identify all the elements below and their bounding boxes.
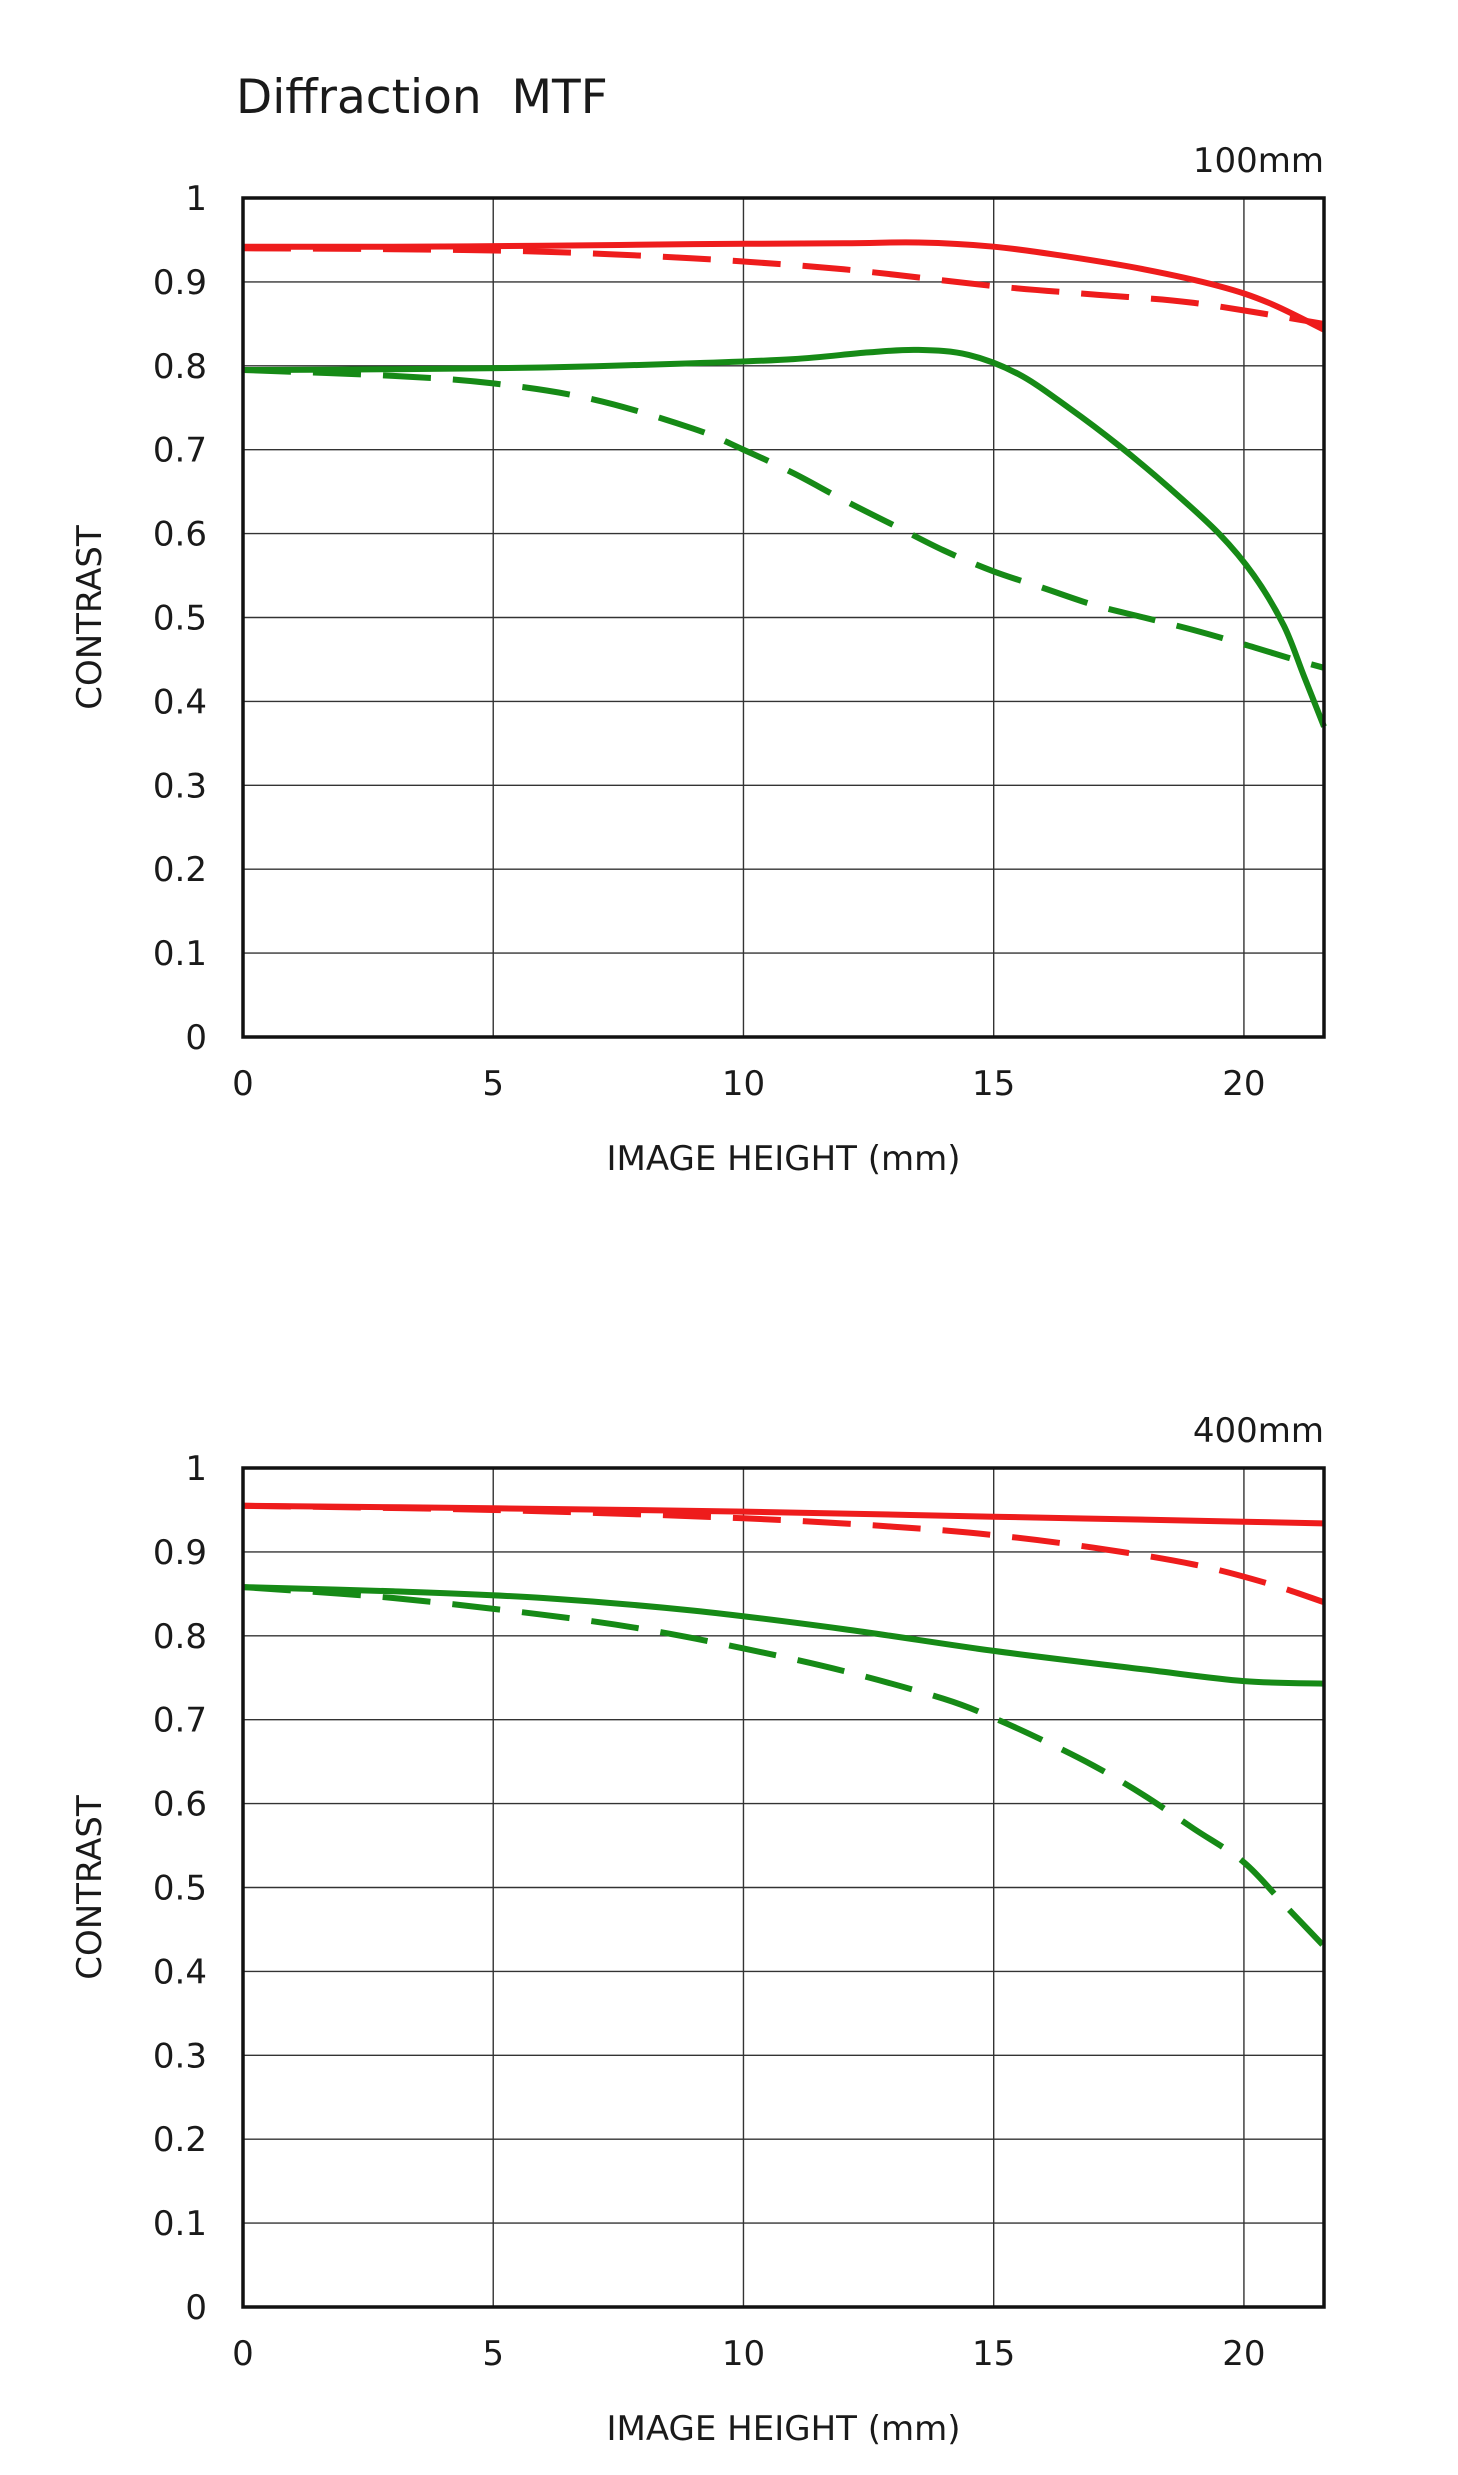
- y-tick-label: 0.1: [153, 2204, 207, 2244]
- series-line-3: [242, 1584, 1325, 1687]
- y-tick-label: 0.5: [153, 599, 207, 639]
- y-tick-label: 0.2: [153, 2120, 207, 2160]
- y-tick-label: 0.8: [153, 347, 207, 387]
- y-tick-label: 0.7: [153, 1701, 207, 1741]
- x-tick-label: 20: [1222, 2334, 1265, 2374]
- y-axis-title: CONTRAST: [70, 525, 110, 710]
- series-line-1: [242, 1502, 1325, 1527]
- x-tick-label: 20: [1222, 1064, 1265, 1104]
- series-line-4: [242, 1584, 1327, 1949]
- series-line-2: [242, 1502, 1325, 1606]
- series-line-1: [242, 239, 1326, 333]
- y-tick-label: 0.6: [153, 515, 207, 555]
- mtf-chart-400mm: 00.10.20.30.40.50.60.70.80.910 5 10 15 20IMA…: [70, 1411, 1327, 2449]
- x-tick-label: 5: [482, 1064, 504, 1104]
- x-axis-title: IMAGE HEIGHT (mm): [607, 1139, 961, 1179]
- x-tick-label: 10: [722, 1064, 765, 1104]
- page-title: Diffraction MTF: [236, 70, 608, 125]
- y-tick-label: 0.4: [153, 1952, 207, 1992]
- x-tick-label: 0: [232, 2334, 254, 2374]
- y-tick-label: 0.4: [153, 682, 207, 722]
- x-tick-label: 5: [482, 2334, 504, 2374]
- y-tick-label: 0.3: [153, 2036, 207, 2076]
- plot-frame: [241, 1466, 1326, 2309]
- focal-length-label: 400mm: [1193, 1411, 1324, 1451]
- x-tick-label: 0: [232, 1064, 254, 1104]
- y-tick-label: 0.3: [153, 766, 207, 806]
- y-tick-label: 0.9: [153, 1533, 207, 1573]
- focal-length-label: 100mm: [1193, 141, 1324, 181]
- plot-frame: [241, 196, 1326, 1039]
- y-tick-label: 0: [185, 2288, 207, 2328]
- series-line-3: [242, 346, 1327, 728]
- y-axis-title: CONTRAST: [70, 1795, 110, 1980]
- y-tick-label: 0.5: [153, 1869, 207, 1909]
- x-tick-label: 15: [972, 2334, 1015, 2374]
- y-tick-label: 0: [185, 1018, 207, 1058]
- y-tick-label: 1: [185, 179, 207, 219]
- y-tick-label: 0.6: [153, 1785, 207, 1825]
- x-tick-label: 15: [972, 1064, 1015, 1104]
- series-line-4: [242, 367, 1325, 671]
- y-tick-label: 0.9: [153, 263, 207, 303]
- y-tick-label: 0.2: [153, 850, 207, 890]
- y-tick-label: 0.1: [153, 934, 207, 974]
- y-tick-label: 1: [185, 1449, 207, 1489]
- y-tick-label: 0.8: [153, 1617, 207, 1657]
- series-line-2: [242, 245, 1325, 327]
- x-axis-title: IMAGE HEIGHT (mm): [607, 2409, 961, 2449]
- x-tick-label: 10: [722, 2334, 765, 2374]
- mtf-chart-100mm: 00.10.20.30.40.50.60.70.80.910 5 10 15 20IMA…: [70, 141, 1327, 1179]
- y-tick-label: 0.7: [153, 431, 207, 471]
